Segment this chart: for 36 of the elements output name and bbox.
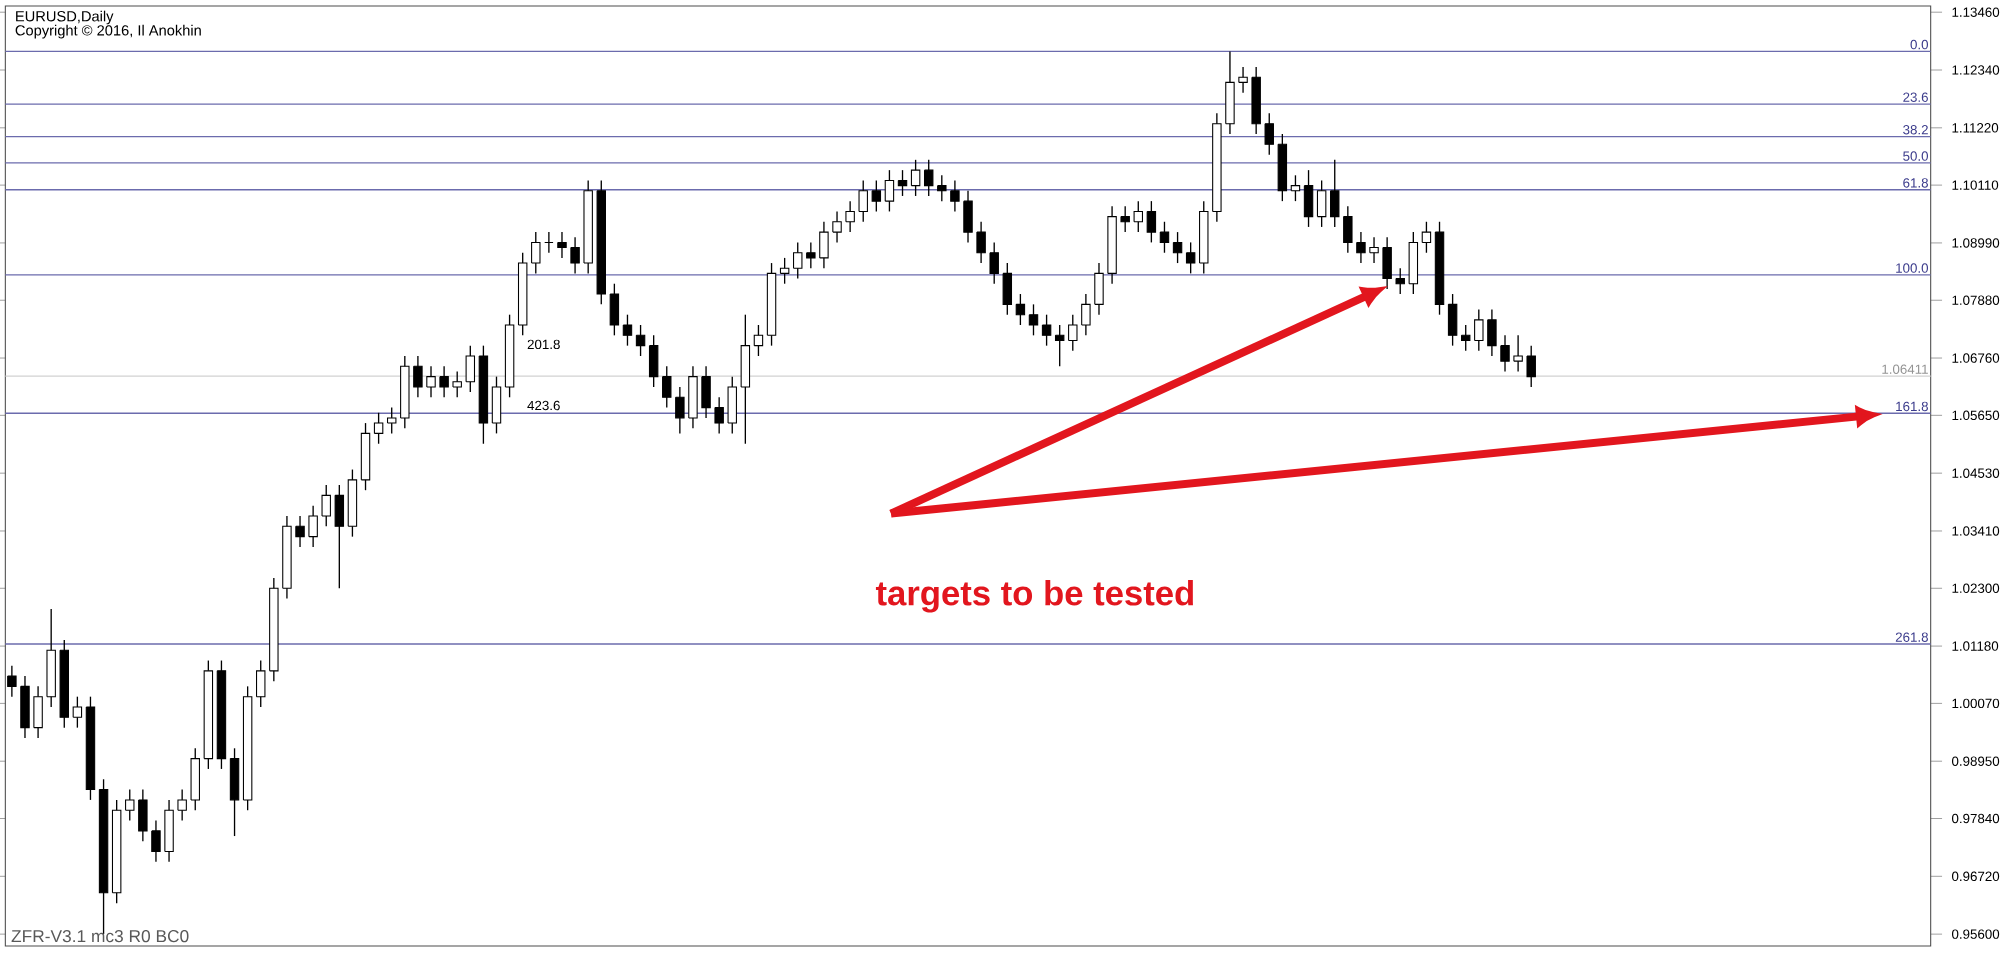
candlestick (373, 412, 384, 445)
candlestick (1290, 174, 1301, 202)
candlestick (72, 696, 83, 729)
candlestick (635, 324, 646, 357)
candlestick (360, 422, 371, 491)
candlestick (1159, 221, 1170, 254)
candlestick (1015, 293, 1026, 326)
candlestick (648, 334, 659, 388)
candlestick (779, 257, 790, 285)
candlestick (1041, 314, 1052, 347)
candlestick (1303, 169, 1314, 228)
candlestick (740, 314, 751, 445)
candlestick (1028, 303, 1039, 336)
candlestick (897, 169, 908, 197)
candlestick (557, 231, 567, 259)
candlestick (1447, 293, 1458, 347)
candlestick (1421, 221, 1432, 254)
candlestick (1172, 231, 1183, 264)
candlestick (884, 169, 895, 213)
candlestick (491, 375, 502, 435)
candlestick (1094, 262, 1104, 316)
annotation: targets to be tested (875, 580, 1193, 613)
candlestick (923, 159, 934, 197)
candlestick (622, 314, 633, 347)
candlestick (937, 174, 947, 202)
candlestick (1316, 179, 1327, 228)
annotation: ZFR-V3.1 mc3 R0 BC0 (11, 930, 189, 943)
candlestick (753, 324, 764, 357)
candlestick (609, 283, 620, 336)
candlestick (910, 159, 921, 197)
candlestick (1277, 133, 1288, 202)
candlestick (347, 468, 358, 538)
candlestick (229, 747, 240, 837)
candlestick (1330, 159, 1340, 228)
candlestick (1264, 112, 1274, 156)
candlestick (1146, 200, 1157, 244)
